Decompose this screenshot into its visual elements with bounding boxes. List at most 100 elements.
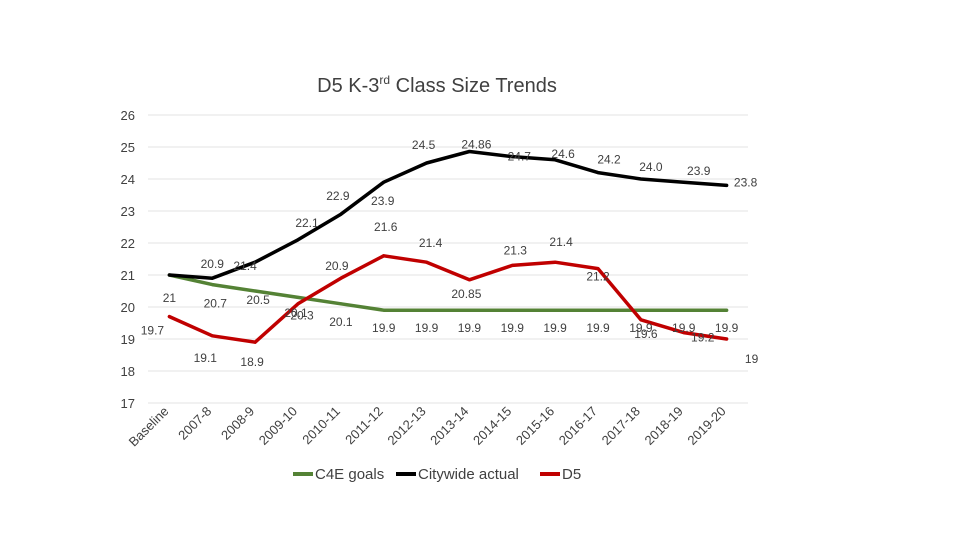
x-tick-label: 2017-18 [599, 404, 643, 448]
x-tick-label: 2016-17 [556, 404, 600, 448]
data-label: 21.2 [586, 270, 610, 284]
data-label: 21.6 [374, 220, 398, 234]
data-label: 19.9 [543, 321, 567, 335]
data-point [167, 273, 171, 277]
data-point [510, 308, 514, 312]
x-tick-label: 2015-16 [513, 404, 557, 448]
data-point [510, 263, 514, 267]
data-label: 20.85 [451, 287, 481, 301]
data-label: 19.7 [141, 324, 165, 338]
data-point [425, 161, 429, 165]
data-point [596, 171, 600, 175]
data-label: 19.9 [629, 321, 653, 335]
data-point [467, 308, 471, 312]
data-point [639, 177, 643, 181]
data-label: 19.2 [691, 331, 715, 345]
data-point [467, 278, 471, 282]
data-point [296, 302, 300, 306]
data-point [553, 260, 557, 264]
y-tick-label: 21 [121, 268, 135, 283]
data-label: 20.7 [204, 297, 228, 311]
data-label: 24.7 [508, 150, 532, 164]
data-point [725, 183, 729, 187]
data-point [210, 334, 214, 338]
x-tick-label: 2012-13 [384, 404, 428, 448]
data-label: 19.9 [672, 321, 696, 335]
data-point [639, 318, 643, 322]
y-axis-ticks: 17 18 19 20 21 22 23 24 25 26 [121, 108, 135, 411]
data-point [596, 267, 600, 271]
series-line-2 [167, 254, 729, 344]
data-label: 21.4 [419, 236, 443, 250]
data-point [382, 254, 386, 258]
data-label: 20.9 [325, 259, 349, 273]
series-lines [167, 149, 729, 344]
data-point [425, 308, 429, 312]
data-point [339, 212, 343, 216]
data-point [425, 260, 429, 264]
data-label: 24.5 [412, 138, 436, 152]
data-point [253, 260, 257, 264]
data-label: 22.9 [326, 189, 350, 203]
data-label: 24.86 [461, 138, 491, 152]
data-label: 24.6 [551, 147, 575, 161]
x-tick-label: 2011-12 [342, 404, 386, 448]
y-tick-label: 17 [121, 396, 135, 411]
data-label: 18.9 [240, 355, 264, 369]
y-tick-label: 19 [121, 332, 135, 347]
x-tick-label: 2019-20 [684, 404, 728, 448]
data-point [725, 337, 729, 341]
series-line-1 [167, 149, 729, 280]
data-point [167, 315, 171, 319]
data-point [382, 308, 386, 312]
data-point [639, 308, 643, 312]
y-tick-label: 24 [121, 172, 135, 187]
x-tick-label: 2013-14 [427, 404, 471, 448]
data-point [210, 283, 214, 287]
x-tick-label: 2014-15 [470, 404, 514, 448]
data-point [682, 331, 686, 335]
y-tick-label: 23 [121, 204, 135, 219]
data-label: 19.1 [194, 351, 218, 365]
y-tick-label: 26 [121, 108, 135, 123]
data-label: 19.9 [415, 321, 439, 335]
data-point [339, 276, 343, 280]
data-point [725, 308, 729, 312]
data-point [510, 155, 514, 159]
data-label: 19.9 [501, 321, 525, 335]
data-label: 24.2 [597, 153, 621, 167]
data-label: 23.8 [734, 175, 758, 189]
legend-label: D5 [562, 466, 581, 483]
legend: C4E goals Citywide actual D5 [293, 466, 581, 483]
data-label: 23.9 [687, 164, 711, 178]
data-label: 22.1 [295, 216, 319, 230]
data-label: 21.4 [233, 259, 257, 273]
x-tick-label: 2018-19 [641, 404, 685, 448]
data-point [682, 308, 686, 312]
data-point [553, 308, 557, 312]
data-point [339, 302, 343, 306]
data-point [253, 340, 257, 344]
x-tick-label: 2007-8 [175, 404, 214, 443]
gridlines [148, 114, 748, 404]
y-tick-label: 22 [121, 236, 135, 251]
legend-label: C4E goals [315, 466, 384, 483]
data-label: 20.1 [284, 306, 308, 320]
data-point [210, 276, 214, 280]
data-label: 20.5 [246, 293, 270, 307]
data-label: 21.3 [504, 243, 528, 257]
data-label: 19.9 [586, 321, 610, 335]
data-label: 21 [163, 291, 177, 305]
data-label: 19.9 [458, 321, 482, 335]
data-label: 19 [745, 352, 759, 366]
data-labels: 21 20.7 20.520.3 20.1 19.9 19.9 19.9 19.9 19.9 19… [141, 138, 759, 370]
chart-title: D5 K-3rd Class Size Trends [317, 73, 557, 97]
data-point [296, 295, 300, 299]
data-label: 24.0 [639, 160, 663, 174]
data-point [253, 289, 257, 293]
data-point [596, 308, 600, 312]
data-point [296, 238, 300, 242]
x-tick-label: 2010-11 [299, 404, 343, 448]
data-label: 19.6 [634, 327, 658, 341]
